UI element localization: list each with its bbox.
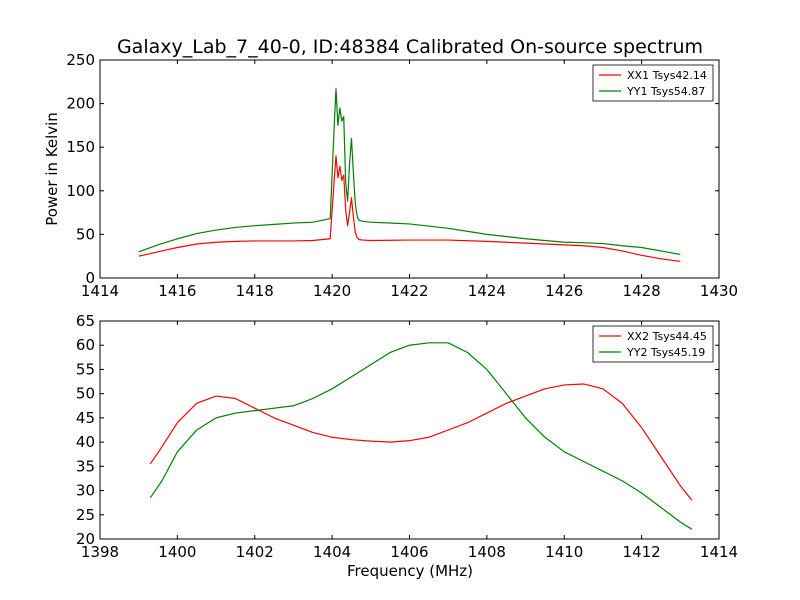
bottom-legend-box	[592, 325, 714, 363]
bottom-y-tick-label: 20	[76, 530, 95, 548]
bottom-y-tick-label: 40	[76, 433, 95, 451]
bottom-y-tick-label: 60	[76, 336, 95, 354]
bottom-x-tick-label: 1398	[81, 543, 119, 561]
bottom-plot-lines	[149, 342, 693, 530]
top-x-tick-label: 1422	[390, 282, 428, 300]
bottom-x-tick-label: 1400	[158, 543, 196, 561]
top-legend-label-0: XX1 Tsys42.14	[627, 69, 707, 82]
bottom-x-tick-label: 1404	[313, 543, 351, 561]
bottom-x-tick-label: 1402	[236, 543, 274, 561]
top-plot-lines	[138, 88, 681, 263]
bottom-series-line-1	[149, 342, 693, 530]
bottom-legend: XX2 Tsys44.45 YY2 Tsys45.19	[592, 325, 714, 363]
bottom-y-tick-label: 45	[76, 409, 95, 427]
bottom-y-tick-label: 65	[76, 312, 95, 330]
top-x-tick-label: 1416	[158, 282, 196, 300]
top-subplot: 1414 1416 1418 1420 1422 1424 1426 1428 1430 0 50 1…	[43, 51, 738, 300]
top-y-tick-label: 100	[66, 182, 95, 200]
bottom-x-tick-label: 1406	[390, 543, 428, 561]
top-y-tick-label: 200	[66, 95, 95, 113]
top-x-tick-label: 1426	[545, 282, 583, 300]
bottom-plot-ticks: 1398 1400 1402 1404 1406 1408 1410 1412 1414 20 25…	[76, 312, 738, 561]
top-legend-box	[592, 64, 714, 102]
top-y-tick-label: 50	[76, 225, 95, 243]
bottom-x-axis-label: Frequency (MHz)	[347, 562, 473, 580]
top-y-tick-label: 150	[66, 138, 95, 156]
bottom-x-tick-label: 1414	[700, 543, 738, 561]
bottom-x-tick-label: 1410	[545, 543, 583, 561]
bottom-y-tick-label: 25	[76, 506, 95, 524]
bottom-y-tick-label: 50	[76, 385, 95, 403]
bottom-x-tick-label: 1408	[468, 543, 506, 561]
top-series-line-0	[138, 155, 681, 263]
top-x-tick-label: 1424	[468, 282, 506, 300]
top-x-tick-label: 1414	[81, 282, 119, 300]
bottom-y-tick-label: 35	[76, 457, 95, 475]
top-y-tick-label: 250	[66, 51, 95, 69]
bottom-legend-label-0: XX2 Tsys44.45	[627, 330, 707, 343]
bottom-subplot: 1398 1400 1402 1404 1406 1408 1410 1412 1414 20 25…	[76, 312, 738, 580]
top-x-tick-label: 1430	[700, 282, 738, 300]
top-legend: XX1 Tsys42.14 YY1 Tsys54.87	[592, 64, 714, 102]
bottom-y-tick-label: 55	[76, 360, 95, 378]
figure-title: Galaxy_Lab_7_40-0, ID:48384 Calibrated O…	[117, 36, 703, 58]
bottom-x-tick-label: 1412	[623, 543, 661, 561]
top-x-tick-label: 1428	[623, 282, 661, 300]
top-y-axis-label: Power in Kelvin	[43, 112, 61, 226]
bottom-series-line-0	[149, 383, 693, 501]
top-series-line-1	[138, 88, 681, 256]
bottom-legend-label-1: YY2 Tsys45.19	[626, 346, 705, 359]
top-x-tick-label: 1418	[236, 282, 274, 300]
top-x-tick-label: 1420	[313, 282, 351, 300]
bottom-y-tick-label: 30	[76, 482, 95, 500]
top-legend-label-1: YY1 Tsys54.87	[626, 85, 705, 98]
top-plot-ticks: 1414 1416 1418 1420 1422 1424 1426 1428 1430 0 50 1…	[66, 51, 738, 300]
top-y-tick-label: 0	[85, 269, 95, 287]
